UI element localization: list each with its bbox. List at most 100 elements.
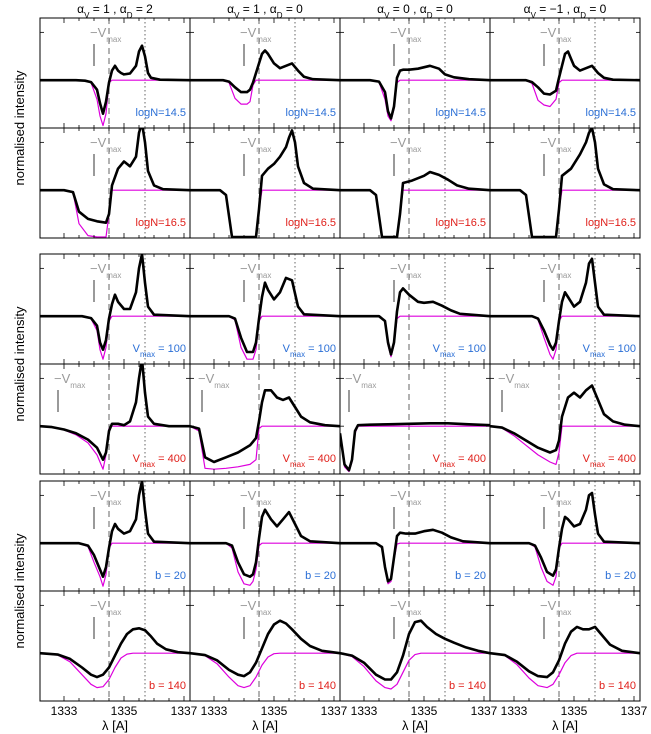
panel-label-sub: max <box>290 460 305 469</box>
vmax-sub: max <box>256 271 271 280</box>
panel-background <box>490 481 640 591</box>
vmax-label: −Vmax <box>240 598 271 617</box>
vmax-text: −V <box>90 488 107 503</box>
absorption-profile-line <box>40 425 190 470</box>
panel-label-text: logN=14.5 <box>586 107 636 119</box>
model-spectrum-line <box>190 129 340 238</box>
panel-background <box>340 364 490 474</box>
absorption-profile-line <box>40 542 190 587</box>
vmax-text: −V <box>240 488 257 503</box>
panel-frame <box>489 590 641 702</box>
panel-label-text: logN=16.5 <box>586 217 636 229</box>
column-header-2: αV = 1 , αD = 0 <box>227 2 303 20</box>
absorption-profile-line <box>490 542 640 586</box>
panel-label: Vmax = 400 <box>133 453 186 469</box>
alpha-d-value: = 0 <box>283 2 304 16</box>
curves <box>340 528 490 585</box>
panel-label: logN=16.5 <box>436 217 486 229</box>
panel-background <box>40 128 190 238</box>
panel-label: Vmax = 400 <box>283 453 336 469</box>
vmax-label: −Vmax <box>540 25 571 44</box>
panel-label: b = 140 <box>449 680 486 692</box>
vmax-sub: max <box>556 271 571 280</box>
curves <box>490 491 640 586</box>
absorption-profile-line <box>490 315 640 360</box>
absorption-profile-line <box>190 542 340 586</box>
curves <box>340 170 490 238</box>
x-tick-label: 1337 <box>621 704 648 718</box>
panel-label: logN=16.5 <box>136 217 186 229</box>
model-spectrum-line <box>340 528 490 583</box>
model-spectrum-line <box>340 64 490 120</box>
alpha-v-value: = 0 , <box>389 2 419 16</box>
panel-background <box>40 364 190 474</box>
curves <box>490 625 640 689</box>
panel-label-value: = 400 <box>605 453 636 465</box>
column-header-4: αV = −1 , αD = 0 <box>524 2 607 20</box>
panel-label-text: logN=14.5 <box>136 107 186 119</box>
x-tick-label: 1335 <box>111 704 138 718</box>
vmax-sub: max <box>256 145 271 154</box>
absorption-profile-line <box>190 425 340 470</box>
panel-label-text: logN=16.5 <box>436 217 486 229</box>
panel-label-text: logN=16.5 <box>136 217 186 229</box>
panel-label-text: b = 140 <box>149 680 186 692</box>
spectrum-panel: −Vmax logN=14.5 <box>39 17 191 129</box>
model-spectrum-line <box>490 384 640 454</box>
panel-label: b = 20 <box>605 570 636 582</box>
column-header-1: αV = 1 , αD = 2 <box>77 2 153 20</box>
x-tick-label: 1337 <box>471 704 498 718</box>
x-tick-label: 1335 <box>411 704 438 718</box>
spectrum-panel: −Vmax logN=14.5 <box>189 17 341 129</box>
x-axis-label: λ [A] <box>102 718 128 733</box>
curves <box>190 619 340 689</box>
panel-label-main: V <box>133 453 141 465</box>
curves <box>490 257 640 360</box>
panel-label-sub: max <box>140 460 155 469</box>
vmax-sub: max <box>556 608 571 617</box>
model-spectrum-line <box>190 508 340 578</box>
curves <box>190 389 340 470</box>
model-spectrum-line <box>40 364 190 461</box>
vmax-sub: max <box>70 381 85 390</box>
curves <box>190 508 340 586</box>
alpha-v-value: = 1 , <box>89 2 119 16</box>
alpha-v-value: = 1 , <box>239 2 269 16</box>
model-spectrum-line <box>40 254 190 351</box>
curves <box>340 619 490 690</box>
vmax-text: −V <box>390 25 407 40</box>
panel-label-text: b = 20 <box>605 570 636 582</box>
curves <box>40 364 190 470</box>
panel-label: b = 140 <box>299 680 336 692</box>
panel-background <box>190 128 340 238</box>
alpha-symbol: α <box>377 2 384 16</box>
x-axis-label: λ [A] <box>252 718 278 733</box>
alpha-d-sub: D <box>427 11 433 20</box>
vmax-label: −Vmax <box>90 25 121 44</box>
vmax-text: −V <box>540 135 557 150</box>
panel-label-sub: max <box>590 460 605 469</box>
vmax-sub: max <box>514 381 529 390</box>
panel-label-text: b = 140 <box>299 680 336 692</box>
panel-label: logN=14.5 <box>286 107 336 119</box>
panel-background <box>190 18 340 128</box>
vmax-text: −V <box>540 598 557 613</box>
vmax-label: −Vmax <box>345 371 376 390</box>
model-spectrum-line <box>340 170 490 238</box>
panel-label: Vmax = 100 <box>133 343 186 359</box>
panel-label-value: = 100 <box>305 343 336 355</box>
model-spectrum-line <box>190 276 340 354</box>
panel-label: b = 20 <box>155 570 186 582</box>
panel-background <box>340 481 490 591</box>
panel-background <box>190 591 340 701</box>
vmax-sub: max <box>556 498 571 507</box>
column-headers: αV = 1 , αD = 2 αV = 1 , αD = 0 αV = 0 , α… <box>77 2 607 20</box>
x-tick-label: 1335 <box>561 704 588 718</box>
spectrum-panel: −Vmax logN=14.5 <box>339 17 491 129</box>
